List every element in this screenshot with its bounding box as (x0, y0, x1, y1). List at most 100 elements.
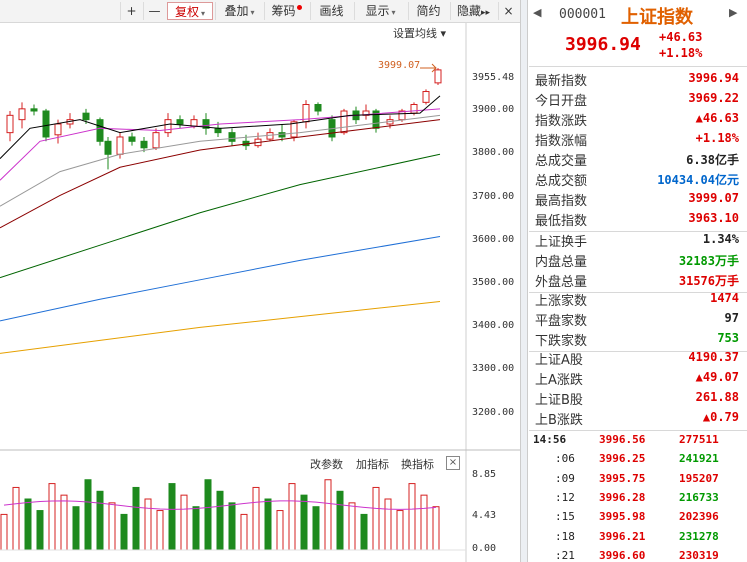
close-button[interactable]: × (498, 2, 518, 20)
chevron-left-icon[interactable]: ◀ (533, 6, 542, 19)
candle (54, 123, 62, 136)
candle (116, 136, 124, 155)
panel-splitter[interactable] (520, 0, 528, 562)
candle (42, 110, 50, 138)
quote-label: 内盘总量 (535, 255, 588, 270)
candle (190, 119, 198, 127)
volume-bar (288, 483, 296, 551)
candle (422, 91, 430, 103)
volume-bar (252, 486, 260, 551)
price-change: +46.63 (659, 30, 703, 44)
diejia-label: 叠加 (224, 4, 249, 18)
candle (30, 108, 38, 112)
quote-label: 上A涨跌 (535, 373, 583, 388)
price-change-pct: +1.18% (659, 46, 703, 60)
quote-value: 3999.07 (688, 191, 739, 205)
fuquan-label: 复权 (174, 5, 199, 19)
candle (104, 140, 112, 155)
candle (128, 136, 136, 142)
tick-price: 3996.25 (599, 452, 646, 466)
volume-bar (12, 486, 20, 551)
volume-bar (348, 502, 356, 551)
moving-average-line (0, 236, 441, 322)
chevron-right-icon[interactable]: ▶ (729, 6, 738, 19)
volume-bar (24, 498, 32, 551)
volume-bar (240, 513, 248, 551)
quote-value: 32183万手 (678, 254, 739, 268)
yincang-label: 隐藏 (456, 4, 481, 18)
volume-ma-line (3, 500, 437, 510)
fuquan-dropdown[interactable]: 复权 ▾ (167, 2, 213, 20)
switch-indicator-button[interactable]: 换指标 (401, 458, 434, 471)
zoom-in-button[interactable]: + (120, 2, 142, 20)
divider (529, 430, 747, 431)
quote-value: 6.38亿手 (686, 153, 739, 167)
quote-label: 上B涨跌 (535, 413, 583, 428)
tick-time: :12 (555, 490, 575, 504)
tick-volume: 216733 (679, 490, 719, 504)
quote-value: 10434.04亿元 (657, 173, 739, 187)
moving-average-line (0, 153, 441, 279)
zoom-out-button[interactable]: — (143, 2, 165, 20)
candle (314, 104, 322, 112)
chevron-down-icon: ▾ (201, 9, 206, 18)
moving-average-line (0, 300, 441, 354)
candle (340, 110, 348, 134)
quote-label: 总成交量 (535, 154, 588, 169)
volume-bar (432, 506, 440, 551)
current-price: 3996.94 (565, 34, 641, 55)
quote-label: 上证换手 (535, 235, 588, 250)
tick-price: 3996.56 (599, 433, 646, 446)
xianshi-label: 显示 (365, 4, 390, 18)
arrow-right-icon (420, 63, 437, 73)
tick-price: 3996.28 (599, 490, 646, 504)
yincang-button[interactable]: 隐藏▸▸ (450, 2, 496, 20)
chart-toolbar: + — 复权 ▾ 叠加 ▾ 筹码 画线 显示 ▾ 简约 隐藏▸▸ × (0, 0, 520, 23)
quote-label: 上证A股 (535, 353, 583, 368)
quote-label: 总成交额 (535, 174, 588, 189)
tick-price: 3996.21 (599, 529, 646, 543)
candle (82, 112, 90, 121)
volume-bar (372, 486, 380, 551)
divider (529, 66, 747, 67)
quote-label: 最高指数 (535, 194, 588, 209)
tick-volume: 231278 (679, 529, 719, 543)
change-params-button[interactable]: 改参数 (310, 458, 343, 471)
tick-volume: 195207 (679, 471, 719, 485)
vol-axis-mid: 4.43 (472, 510, 497, 521)
candle (18, 108, 26, 121)
moving-average-line (0, 119, 441, 229)
quote-label: 指数涨跌 (535, 114, 588, 129)
stock-title: ◀ 000001 上证指数 ▶ (529, 2, 747, 28)
huaxian-button[interactable]: 画线 (310, 2, 352, 20)
volume-bar (144, 498, 152, 551)
tick-time: :18 (555, 529, 575, 543)
volume-bar (36, 510, 44, 551)
tick-time: :06 (555, 452, 575, 466)
jianyue-button[interactable]: 简约 (408, 2, 448, 20)
close-indicator-icon[interactable]: × (446, 456, 460, 470)
kline-chart[interactable] (0, 23, 520, 562)
quote-label: 最低指数 (535, 214, 588, 229)
volume-bar (360, 513, 368, 551)
quote-value: 1474 (710, 291, 739, 305)
tick-volume: 241921 (679, 452, 719, 466)
candle (372, 110, 380, 129)
diejia-dropdown[interactable]: 叠加 ▾ (215, 2, 263, 20)
high-marker-label: 3999.07 (378, 60, 421, 71)
add-indicator-button[interactable]: 加指标 (356, 458, 389, 471)
volume-bar (0, 513, 8, 551)
tick-time: :15 (555, 510, 575, 524)
tick-volume: 202396 (679, 510, 719, 524)
moving-average-line (0, 108, 441, 181)
chouma-button[interactable]: 筹码 (264, 2, 308, 20)
xianshi-dropdown[interactable]: 显示 ▾ (354, 2, 406, 20)
candle (164, 119, 172, 134)
price-axis-tick: 3600.00 (472, 234, 515, 245)
ma-settings-dropdown[interactable]: 设置均线 ▾ (393, 27, 447, 40)
vol-axis-top: 8.85 (472, 469, 497, 480)
quote-value: ▲0.79 (702, 410, 739, 424)
tick-time: :09 (555, 471, 575, 485)
price-axis-current: 3955.48 (472, 72, 515, 83)
quote-value: 97 (724, 311, 739, 325)
